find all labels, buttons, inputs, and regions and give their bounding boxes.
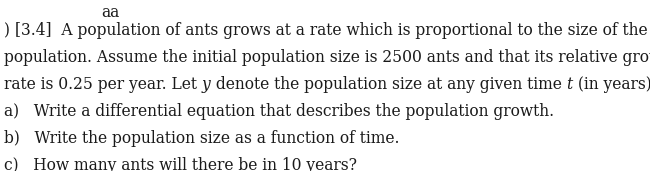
- Text: c)   How many ants will there be in 10 years?: c) How many ants will there be in 10 yea…: [4, 157, 357, 171]
- Text: rate is 0.25 per year. Let: rate is 0.25 per year. Let: [4, 76, 202, 93]
- Text: b)   Write the population size as a function of time.: b) Write the population size as a functi…: [4, 130, 400, 147]
- Text: y: y: [202, 76, 211, 93]
- Text: ) [3.4]  A population of ants grows at a rate which is proportional to the size : ) [3.4] A population of ants grows at a …: [4, 22, 647, 39]
- Text: t: t: [566, 76, 573, 93]
- Text: (in years).: (in years).: [573, 76, 650, 93]
- Text: aa: aa: [101, 4, 119, 21]
- Text: population. Assume the initial population size is 2500 ants and that its relativ: population. Assume the initial populatio…: [4, 49, 650, 66]
- Text: denote the population size at any given time: denote the population size at any given …: [211, 76, 566, 93]
- Text: a)   Write a differential equation that describes the population growth.: a) Write a differential equation that de…: [4, 103, 554, 120]
